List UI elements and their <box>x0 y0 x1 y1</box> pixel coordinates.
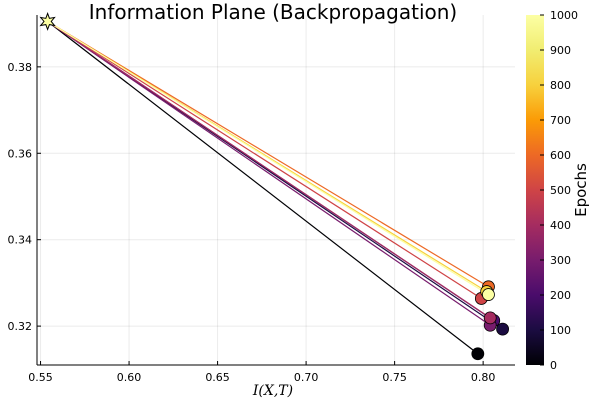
x-tick-label: 0.60 <box>117 371 142 384</box>
x-tick-label: 0.70 <box>294 371 319 384</box>
trajectory-line <box>47 20 482 299</box>
colorbar-label: Epochs <box>572 163 590 217</box>
trajectory-lines <box>47 20 503 355</box>
colorbar-tick-label: 700 <box>550 114 571 127</box>
x-tick-label: 0.65 <box>205 371 230 384</box>
start-star-marker <box>39 12 56 31</box>
colorbar-tick-label: 300 <box>550 254 571 267</box>
colorbar-tick-label: 100 <box>550 324 571 337</box>
data-points <box>39 12 510 361</box>
y-tick-label: 0.38 <box>8 61 33 74</box>
axes <box>36 15 515 366</box>
x-axis-label: I(X,T) <box>252 383 293 399</box>
colorbar-tick-label: 1000 <box>550 9 578 22</box>
x-tick-label: 0.80 <box>471 371 496 384</box>
data-point <box>483 311 497 325</box>
colorbar-tick-label: 200 <box>550 289 571 302</box>
colorbar-gradient <box>526 15 544 365</box>
chart-title: Information Plane (Backpropagation) <box>89 0 457 24</box>
grid <box>37 15 515 365</box>
colorbar-tick-label: 400 <box>550 219 571 232</box>
data-point <box>496 322 510 336</box>
x-tick-label: 0.75 <box>382 371 407 384</box>
colorbar: 0 100 200 300 400 500 600 700 800 900 1000 <box>526 9 578 372</box>
data-point <box>471 347 485 361</box>
colorbar-tick-label: 900 <box>550 44 571 57</box>
trajectory-line <box>47 20 489 296</box>
colorbar-tick-label: 0 <box>550 359 557 372</box>
tick-labels: 0.55 0.60 0.65 0.70 0.75 0.80 0.32 0.34 0.36 0.38 <box>8 61 496 384</box>
trajectory-line <box>47 20 489 288</box>
y-tick-label: 0.36 <box>8 147 33 160</box>
colorbar-tick-label: 500 <box>550 184 571 197</box>
trajectory-line <box>47 20 491 326</box>
colorbar-tick-label: 600 <box>550 149 571 162</box>
y-tick-label: 0.34 <box>8 234 33 247</box>
x-tick-label: 0.55 <box>28 371 53 384</box>
trajectory-line <box>47 21 479 355</box>
colorbar-tick-label: 800 <box>550 79 571 92</box>
trajectory-line <box>47 20 491 319</box>
data-point <box>482 288 495 301</box>
y-tick-label: 0.32 <box>8 320 33 333</box>
